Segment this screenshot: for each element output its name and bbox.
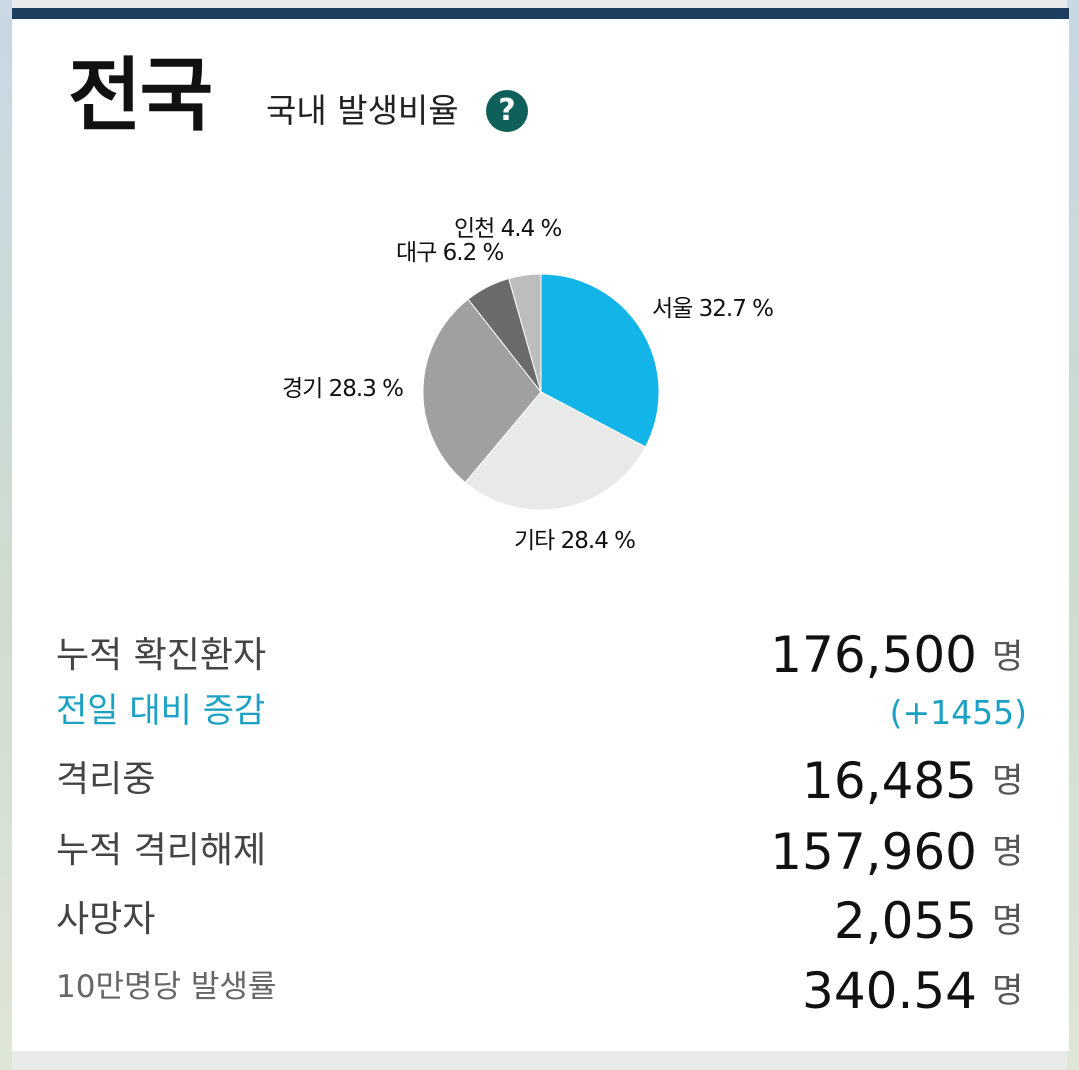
pie-label-서울: 서울 32.7 % — [652, 296, 773, 322]
pie-label-인천: 인천 4.4 % — [454, 216, 562, 242]
cumulative-unit: 명 — [992, 637, 1024, 677]
pie-slice-기타 — [464, 391, 647, 511]
rate-value: 340.54 — [802, 962, 977, 1020]
card-top-bar — [12, 8, 1069, 19]
pie-label-경기: 경기 28.3 % — [282, 376, 403, 402]
cumulative-label: 누적 확진환자 — [56, 635, 267, 676]
released-label: 누적 격리해제 — [56, 830, 267, 871]
cumulative-value: 176,500 — [770, 626, 977, 684]
pie-chart: 서울 32.7 % 기타 28.4 % 경기 28.3 % 대구 6.2 %인천 4.… — [282, 216, 774, 554]
released-unit: 명 — [992, 832, 1024, 872]
deaths-unit: 명 — [992, 901, 1024, 941]
help-icon[interactable]: ? — [486, 90, 528, 132]
region-title: 전국 — [68, 49, 213, 142]
change-label: 전일 대비 증감 — [56, 691, 266, 731]
isolated-unit: 명 — [992, 761, 1024, 801]
released-value: 157,960 — [770, 823, 977, 881]
pie-label-기타: 기타 28.4 % — [514, 528, 635, 554]
stats-card: 전국 국내 발생비율 ? 서울 32.7 % 기타 28.4 % 경기 28.3 %… — [12, 8, 1069, 1051]
rate-label: 10만명당 발생률 — [56, 969, 277, 1005]
pie-label-대구: 대구 6.2 % — [396, 240, 504, 266]
isolated-label: 격리중 — [56, 759, 156, 800]
pie-slice-서울 — [540, 273, 660, 448]
isolated-value: 16,485 — [802, 752, 977, 810]
change-value: (+1455) — [889, 693, 1027, 732]
rate-unit: 명 — [992, 971, 1024, 1011]
pie-slice-인천 — [508, 273, 542, 393]
deaths-value: 2,055 — [833, 892, 977, 950]
ratio-subtitle: 국내 발생비율 — [266, 91, 459, 130]
deaths-label: 사망자 — [56, 899, 156, 940]
pie-slice-경기 — [422, 298, 542, 484]
